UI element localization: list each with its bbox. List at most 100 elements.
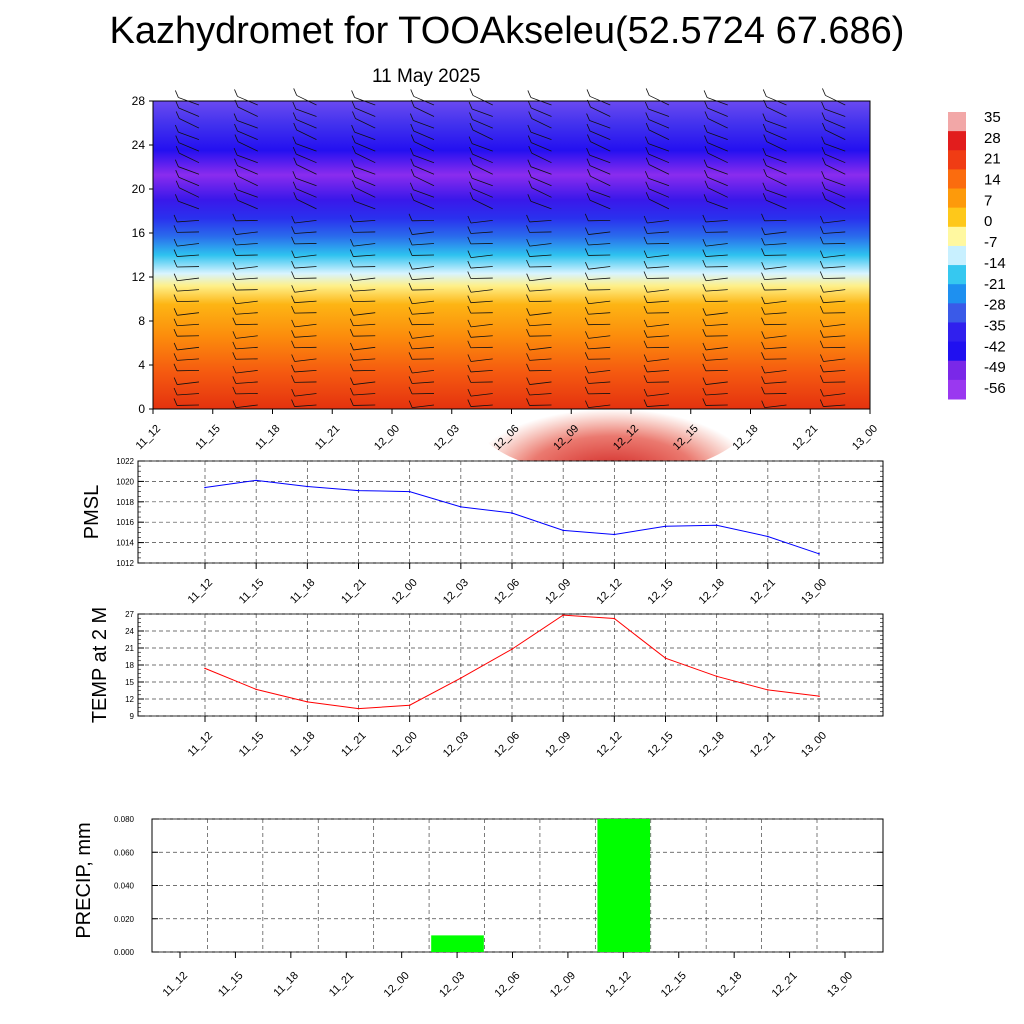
wind-barb-flag [702,387,707,396]
wind-barb [824,188,846,198]
wind-barb [647,369,670,373]
wind-barb [177,219,200,223]
y-tick-label: 24 [132,138,146,152]
wind-barb-flag [527,170,532,178]
wind-barb-flag [468,171,473,179]
wind-barb [824,143,846,152]
colorbar-swatch [948,169,966,190]
wind-barb-flag [702,214,707,223]
wind-barb-flag [703,90,708,98]
wind-barb [353,277,376,282]
wind-barb-flag [702,283,707,292]
wind-barb [354,131,376,140]
wind-barb [294,231,317,234]
x-tick-label: 11_12 [161,970,191,1000]
wind-barb [589,120,611,129]
x-tick-label: 11_15 [193,423,223,453]
wind-barb-flag [233,182,238,190]
wind-barb [235,335,258,339]
wind-barb [412,300,435,305]
wind-barb-flag [467,364,472,373]
wind-barb [472,153,493,164]
wind-barb-flag [410,169,415,177]
wind-barb-flag [293,122,298,131]
x-tick-label: 12_21 [770,970,800,1000]
colorbar: 35 28 21 14 7 0 -7 -14 -21 -28 -35 -42 -49 -56 [948,109,1006,400]
wind-barb [589,154,611,164]
wind-barb-flag [762,147,767,156]
wind-barb-flag [643,375,648,383]
data-point [511,512,513,514]
wind-barb-flag [821,146,826,155]
y-tick-label: 0 [138,402,145,416]
wind-barb-flag [349,353,354,361]
wind-barb-flag [526,342,531,351]
wind-barb [353,381,376,385]
wind-barb-flag [173,363,178,371]
wind-barb [177,346,200,351]
colorbar-label: -28 [984,297,1006,314]
wind-barb [529,277,552,282]
wind-barb [707,118,728,129]
wind-barb-flag [349,259,354,268]
wind-barb [705,323,728,327]
y-tick-label: 27 [125,610,134,619]
wind-barb-flag [234,158,238,166]
wind-barb [470,358,493,362]
wind-barb [647,404,670,407]
wind-barb [531,176,552,187]
data-point [408,490,411,493]
colorbar-swatch [948,226,966,247]
wind-barb-flag [291,271,295,279]
wind-barb [412,266,435,270]
wind-barb-flag [526,225,530,233]
profile-colorfield [153,101,870,409]
y-tick-label: 20 [132,182,146,196]
wind-barb-flag [292,146,297,155]
wind-barb [764,300,787,305]
x-tick-label: 12_00 [372,423,402,453]
wind-barb-flag [584,272,589,280]
colorbar-label: 28 [984,130,1001,147]
wind-barb-flag [643,399,648,407]
wind-barb-flag [584,341,589,350]
wind-barb-flag [409,147,414,156]
wind-barb [177,381,200,385]
wind-barb-flag [643,250,648,258]
wind-barb [413,189,435,198]
wind-barb-flag [763,134,768,142]
temp-panel: 9 12 15 18 21 24 27 11_12 11_15 11_18 11_21 12_00 12… [89,607,884,760]
data-point [306,701,309,703]
wind-barb-flag [645,181,650,189]
wind-barb [179,152,200,164]
wind-barb-flag [821,101,825,110]
wind-barb-flag [702,249,707,257]
y-tick-label: 12 [132,270,146,284]
wind-barb-flag [702,363,707,371]
wind-barb-flag [761,262,766,270]
wind-barb [705,219,728,223]
wind-barb [177,393,200,396]
wind-barb [178,166,200,175]
wind-barb [529,346,552,351]
wind-barb [470,369,493,373]
wind-barb-flag [526,329,530,337]
wind-barb-flag [410,89,415,97]
wind-barb [179,118,200,129]
wind-barb-flag [526,249,530,257]
wind-barb-flag [408,227,413,235]
wind-barb [705,346,728,351]
y-tick-label: 0.080 [114,815,135,824]
wind-barb [355,118,376,129]
data-point [460,677,462,679]
wind-barb-flag [702,273,707,281]
x-tick-label: 12_15 [646,730,676,760]
wind-barb-flag [704,135,708,143]
wind-barb [235,266,258,270]
wind-barb [354,142,376,152]
wind-barb-flag [350,342,354,351]
wind-barb-flag [643,305,648,314]
y-tick-label: 0.060 [114,848,135,857]
wind-barb [412,277,435,281]
wind-barb-flag [585,296,589,304]
